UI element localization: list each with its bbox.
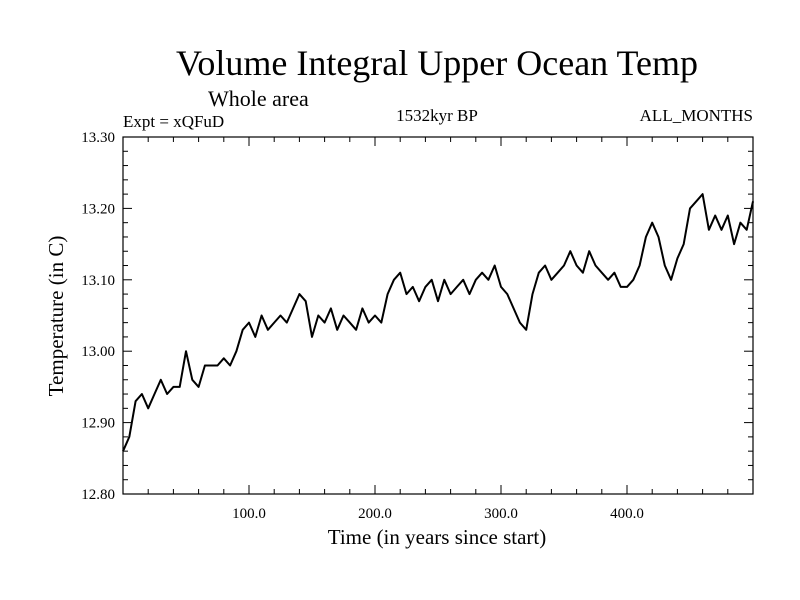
temperature-series-line [122,193,754,452]
chart-title: Volume Integral Upper Ocean Temp [176,43,698,83]
y-tick-label: 13.30 [81,130,115,146]
y-tick-label: 13.10 [81,273,115,289]
chart-subtitle: Whole area [208,86,309,111]
y-tick-label: 12.90 [81,416,115,432]
y-axis-label: Temperature (in C) [44,236,68,397]
y-axis-ticks: 12.80 12.90 13.00 13.10 13.20 13.30 [81,130,753,503]
x-tick-label: 200.0 [358,506,392,522]
x-tick-label: 300.0 [484,506,518,522]
experiment-label: Expt = xQFuD [123,112,224,131]
x-tick-label: 400.0 [610,506,644,522]
y-tick-label: 13.00 [81,344,115,360]
plot-frame [122,136,754,495]
x-axis-ticks: 100.0 200.0 300.0 400.0 [147,137,729,522]
y-tick-label: 12.80 [81,487,115,503]
x-tick-label: 100.0 [232,506,266,522]
y-tick-label: 13.20 [81,201,115,217]
x-axis-label: Time (in years since start) [328,525,547,549]
months-label: ALL_MONTHS [640,106,753,125]
period-label: 1532kyr BP [396,106,478,125]
